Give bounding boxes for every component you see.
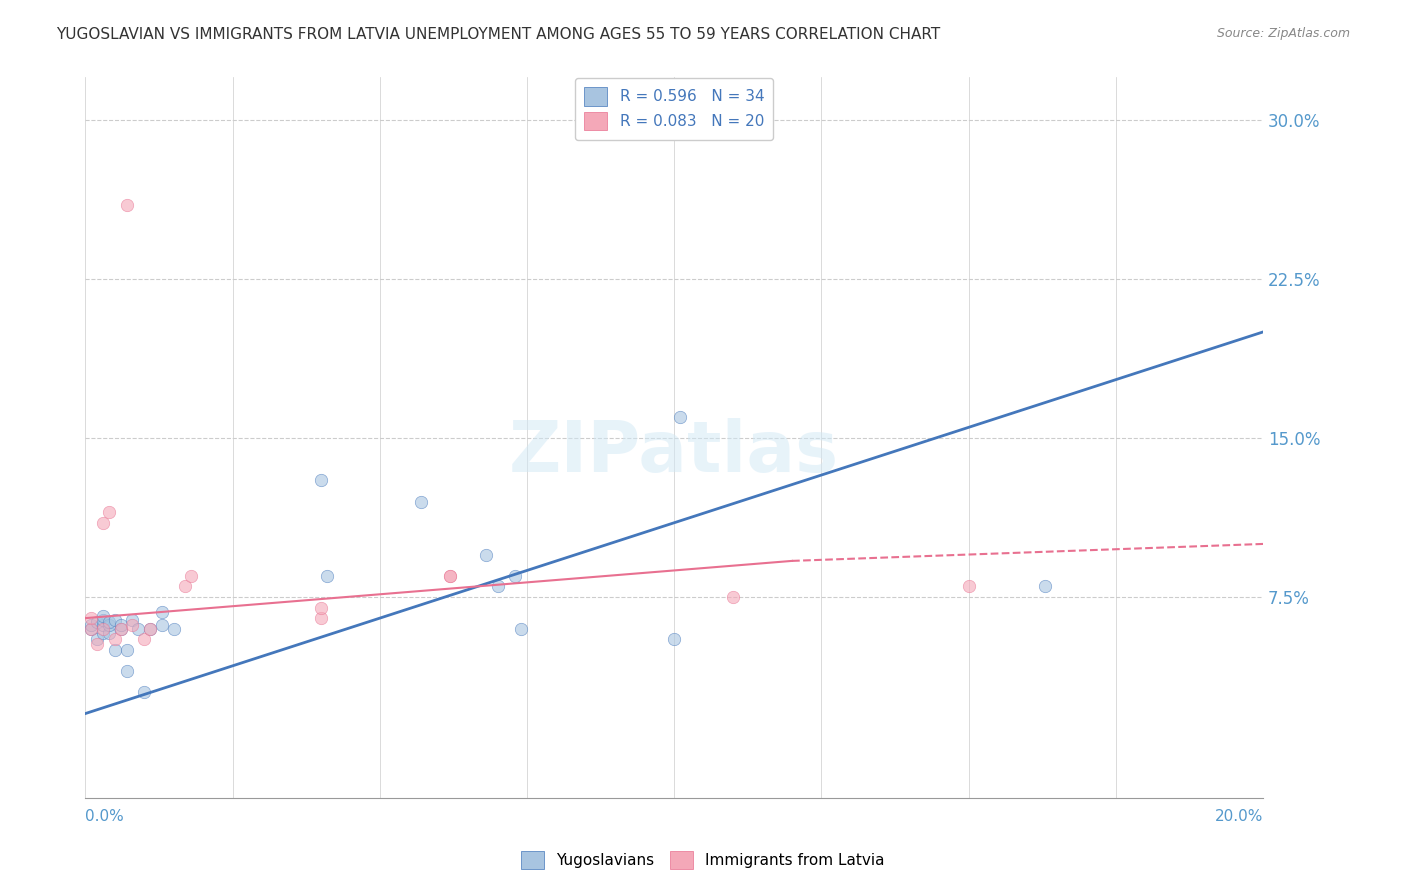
Point — [86, 632, 108, 647]
Point — [110, 617, 132, 632]
Point — [134, 685, 156, 699]
Text: YUGOSLAVIAN VS IMMIGRANTS FROM LATVIA UNEMPLOYMENT AMONG AGES 55 TO 59 YEARS COR: YUGOSLAVIAN VS IMMIGRANTS FROM LATVIA UN… — [56, 27, 941, 42]
Point — [510, 622, 533, 636]
Text: 20.0%: 20.0% — [1215, 809, 1263, 824]
Point — [957, 579, 980, 593]
Point — [91, 622, 114, 636]
Point — [104, 632, 127, 647]
Point — [439, 568, 461, 582]
Point — [110, 622, 132, 636]
Point — [121, 617, 143, 632]
Point — [91, 609, 114, 624]
Point — [1033, 579, 1056, 593]
Point — [150, 617, 173, 632]
Point — [309, 600, 332, 615]
Point — [409, 494, 432, 508]
Point — [80, 622, 103, 636]
Point — [104, 643, 127, 657]
Point — [97, 617, 120, 632]
Point — [91, 516, 114, 530]
Text: ZIPatlas: ZIPatlas — [509, 417, 839, 487]
Point — [110, 622, 132, 636]
Point — [80, 622, 103, 636]
Point — [721, 590, 744, 604]
Point — [315, 568, 337, 582]
Point — [121, 613, 143, 627]
Point — [97, 615, 120, 630]
Point — [86, 615, 108, 630]
Point — [174, 579, 197, 593]
Point — [669, 409, 692, 424]
Point — [97, 626, 120, 640]
Point — [134, 632, 156, 647]
Point — [91, 626, 114, 640]
Text: Source: ZipAtlas.com: Source: ZipAtlas.com — [1216, 27, 1350, 40]
Point — [139, 622, 162, 636]
Point — [150, 605, 173, 619]
Legend: R = 0.596   N = 34, R = 0.083   N = 20: R = 0.596 N = 34, R = 0.083 N = 20 — [575, 78, 773, 139]
Text: 0.0%: 0.0% — [86, 809, 124, 824]
Point — [97, 505, 120, 519]
Point — [664, 632, 686, 647]
Point — [486, 579, 509, 593]
Point — [475, 548, 498, 562]
Point — [115, 197, 138, 211]
Point — [309, 473, 332, 487]
Point — [80, 611, 103, 625]
Point — [127, 622, 149, 636]
Point — [163, 622, 186, 636]
Point — [139, 622, 162, 636]
Point — [91, 613, 114, 627]
Point — [91, 617, 114, 632]
Point — [115, 643, 138, 657]
Point — [439, 568, 461, 582]
Point — [86, 637, 108, 651]
Legend: Yugoslavians, Immigrants from Latvia: Yugoslavians, Immigrants from Latvia — [515, 845, 891, 875]
Point — [309, 611, 332, 625]
Point — [80, 617, 103, 632]
Point — [115, 664, 138, 678]
Point — [503, 568, 526, 582]
Point — [180, 568, 202, 582]
Point — [104, 613, 127, 627]
